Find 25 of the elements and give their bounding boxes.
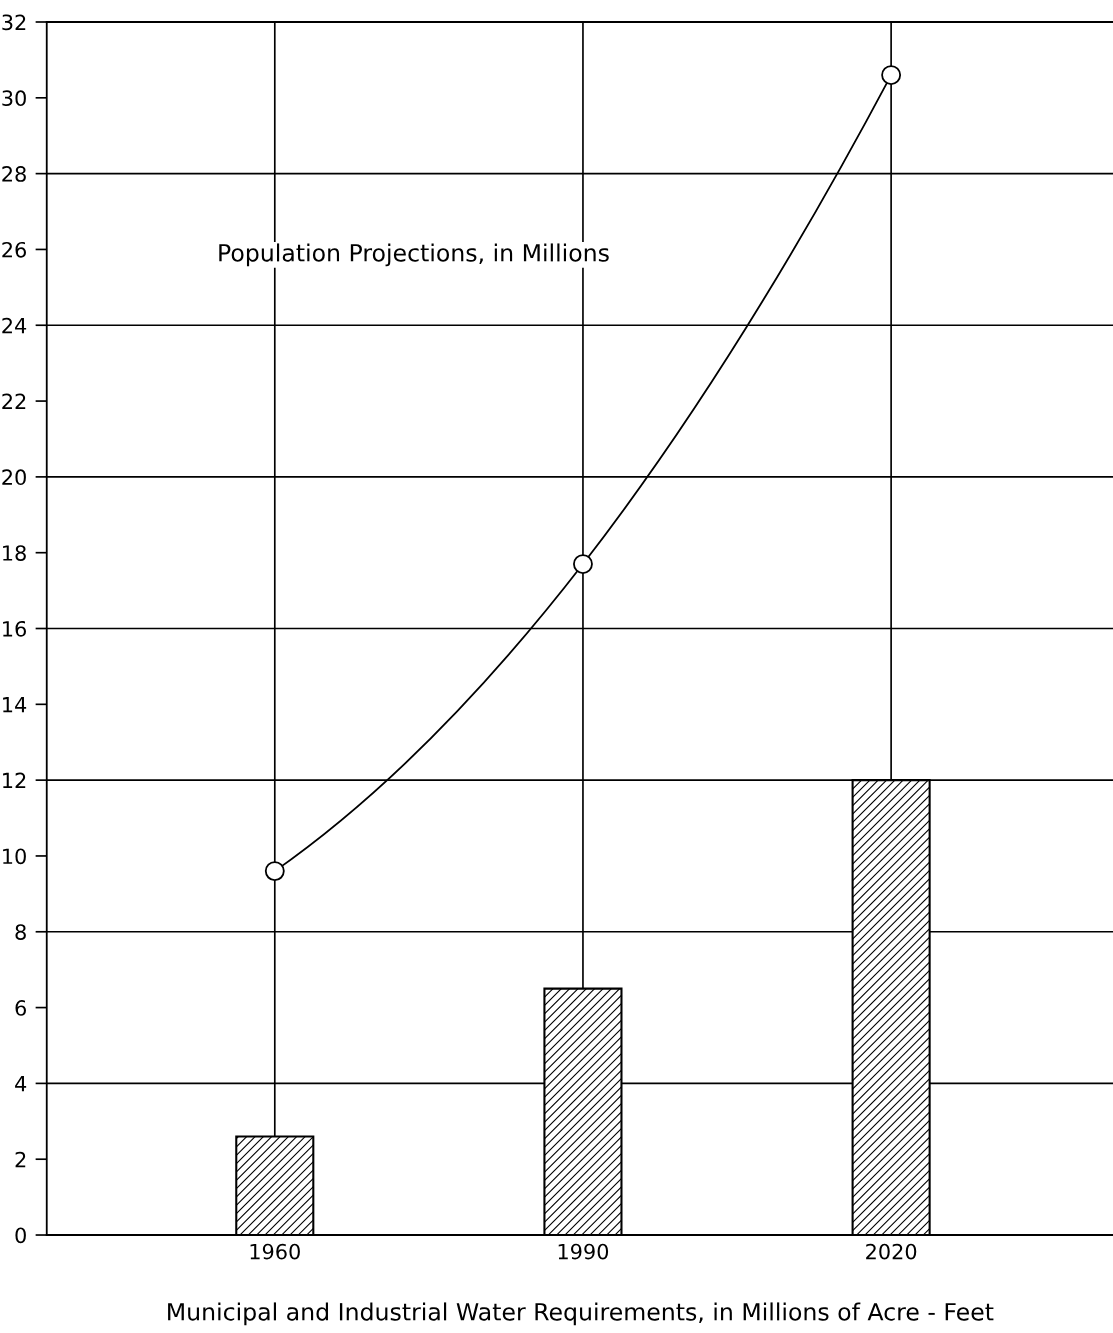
x-tick-label: 1990 <box>558 1243 609 1260</box>
y-tick-label: 30 <box>2 90 26 107</box>
y-tick-label: 18 <box>3 545 26 561</box>
text: Population Projections, in Millions <box>219 243 609 267</box>
y-tick-label: 20 <box>2 469 26 486</box>
y-tick-label: 4 <box>15 1076 27 1092</box>
x-tick-label: 2020 <box>866 1243 917 1260</box>
y-tick-label: 2 <box>15 1151 26 1168</box>
y-tick-label: 22 <box>2 393 26 409</box>
y-tick-label: 26 <box>2 241 26 258</box>
point <box>881 65 902 85</box>
y-tick-label: 8 <box>15 924 26 940</box>
x-axis-title: Municipal and Industrial Water Requirements, in Millions of Acre - Feet <box>168 1302 994 1326</box>
y-tick-label: 28 <box>2 166 26 182</box>
y-tick-label: 16 <box>3 620 26 637</box>
point <box>573 554 593 574</box>
y-tick-label: 24 <box>2 317 27 334</box>
y-tick-label: 6 <box>15 1000 26 1016</box>
y-tick-label: 12 <box>3 772 26 789</box>
point <box>264 861 285 882</box>
y-tick-label: 32 <box>2 14 26 31</box>
y-tick-label: 10 <box>3 848 26 865</box>
y-tick-label: 14 <box>3 697 27 713</box>
y-tick-label: 0 <box>15 1227 26 1244</box>
x-tick-label: 1960 <box>250 1243 300 1260</box>
